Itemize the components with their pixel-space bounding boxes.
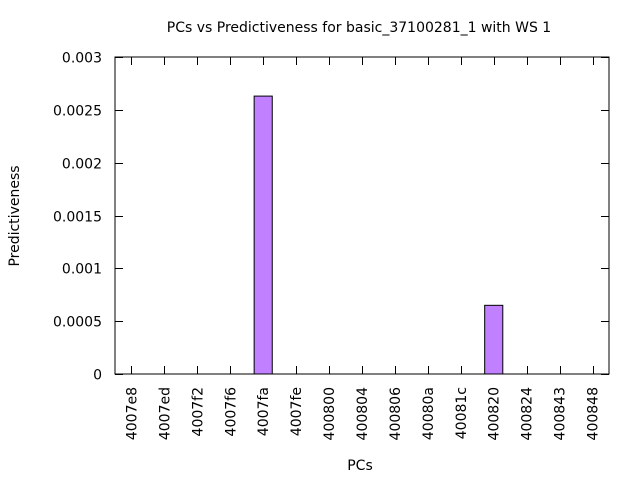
y-tick-label: 0.0025 xyxy=(53,104,102,120)
y-tick-label: 0 xyxy=(93,368,102,384)
x-tick-label: 400820 xyxy=(487,387,503,440)
y-axis-label: Predictiveness xyxy=(7,165,23,266)
chart-title: PCs vs Predictiveness for basic_37100281… xyxy=(167,20,551,36)
bar xyxy=(253,95,273,375)
x-tick-label: 40080a xyxy=(421,387,437,440)
bar xyxy=(484,304,504,375)
x-tick-label: 400848 xyxy=(586,387,602,440)
y-tick-label: 0.0015 xyxy=(53,210,102,226)
x-tick-label: 4007f2 xyxy=(190,387,206,436)
y-tick-label: 0.001 xyxy=(62,262,102,278)
x-tick-label: 400843 xyxy=(553,387,569,440)
x-tick-label: 4007ed xyxy=(157,387,173,440)
x-tick-label: 400804 xyxy=(355,387,371,441)
y-tick-label: 0.0005 xyxy=(53,315,102,331)
x-axis-label: PCs xyxy=(347,458,373,474)
y-tick-label: 0.002 xyxy=(62,157,102,173)
x-tick-label: 4007fe xyxy=(289,387,305,436)
x-tick-label: 400806 xyxy=(388,387,404,441)
plot-frame xyxy=(114,56,610,375)
x-tick-label: 4007fa xyxy=(256,387,272,436)
x-tick-label: 4007f6 xyxy=(223,387,239,437)
x-tick-label: 40081c xyxy=(454,387,470,439)
plot-area: 0 0.0005 0.001 0.0015 0.002 0.0025 0.003 4007e8… xyxy=(53,51,610,441)
x-tick-label: 400800 xyxy=(322,387,338,440)
y-tick-label: 0.003 xyxy=(62,51,102,67)
x-tick-label: 4007e8 xyxy=(124,387,140,440)
x-tick-label: 400824 xyxy=(520,387,536,441)
